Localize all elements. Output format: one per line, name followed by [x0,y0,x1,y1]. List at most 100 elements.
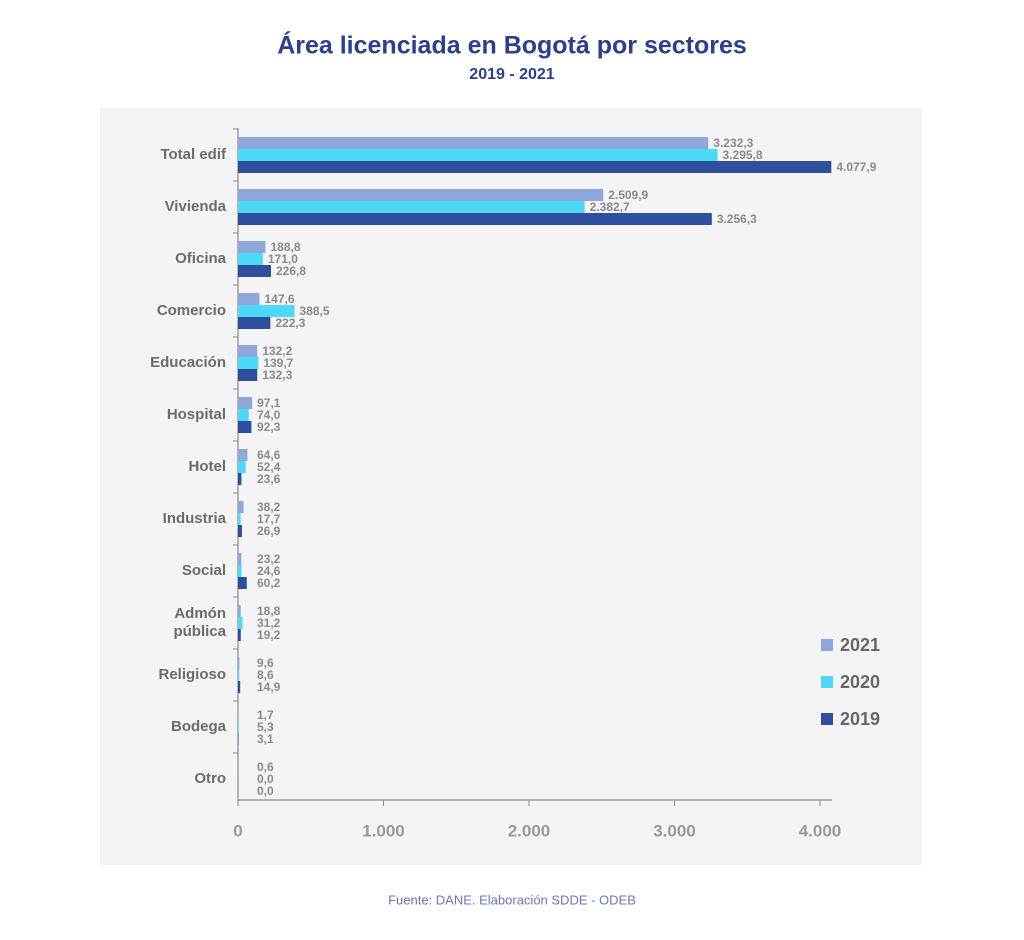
bar [238,473,242,485]
bar [238,253,263,265]
legend-swatch [821,676,833,688]
y-tick-label: Oficina [175,250,226,267]
x-tick-label: 3.000 [653,821,696,840]
data-label: 2.509,9 [608,188,648,202]
bar [238,681,241,693]
x-tick-label: 2.000 [508,821,551,840]
bar [238,421,252,433]
bar [238,369,258,381]
bar [238,501,244,513]
y-tick-label: Hotel [188,458,227,475]
bar [238,317,271,329]
bar [238,669,240,681]
data-label: 4.077,9 [836,160,876,174]
x-tick-label: 4.000 [799,821,842,840]
data-label: 1,7 [257,708,274,722]
bar [238,657,240,669]
bar [238,137,709,149]
y-tick-label: Vivienda [164,198,226,215]
bar [238,525,242,537]
data-label: 8,6 [257,668,274,682]
bar [238,617,243,629]
bar [238,397,253,409]
plot-background [100,108,922,865]
data-label: 60,2 [257,576,281,590]
bar [238,605,241,617]
bar [238,629,241,641]
bar [238,149,718,161]
chart-subtitle: 2019 - 2021 [469,66,555,83]
data-label: 3.232,3 [713,136,753,150]
y-tick-label: Religioso [158,666,226,683]
data-label: 2.382,7 [590,200,630,214]
y-tick-label: Social [181,562,226,579]
bar [238,577,247,589]
data-label: 74,0 [257,408,281,422]
data-label: 3,1 [257,732,274,746]
bar [238,265,271,277]
bar [238,241,266,253]
y-tick-label: Industria [162,510,226,527]
y-tick-label: Admón pública [173,605,226,640]
x-tick-label: 0 [233,821,242,840]
data-label: 14,9 [257,680,281,694]
data-label: 222,3 [275,316,305,330]
bar [238,553,242,565]
data-label: 139,7 [263,356,293,370]
data-label: 3.295,8 [723,148,763,162]
bar [238,213,712,225]
data-label: 92,3 [257,420,281,434]
data-label: 226,8 [276,264,306,278]
data-label: 0,0 [257,772,274,786]
x-tick-label: 1.000 [362,821,405,840]
data-label: 23,6 [257,472,281,486]
data-label: 171,0 [268,252,298,266]
legend-label: 2020 [840,672,880,692]
bar [238,721,239,733]
data-label: 9,6 [257,656,274,670]
data-label: 52,4 [257,460,281,474]
data-label: 19,2 [257,628,281,642]
y-tick-label: Bodega [170,718,226,735]
legend-swatch [821,713,833,725]
data-label: 26,9 [257,524,281,538]
data-label: 23,2 [257,552,281,566]
data-label: 24,6 [257,564,281,578]
data-label: 5,3 [257,720,274,734]
data-label: 64,6 [257,448,281,462]
data-label: 18,8 [257,604,281,618]
bar [238,189,604,201]
bar [238,409,249,421]
data-label: 31,2 [257,616,281,630]
y-tick-label: Total edif [160,146,226,163]
data-label: 388,5 [300,304,330,318]
data-label: 132,2 [262,344,292,358]
y-tick-label: Otro [194,770,226,787]
data-label: 38,2 [257,500,281,514]
data-label: 0,6 [257,760,274,774]
bar [238,461,246,473]
data-label: 132,3 [262,368,292,382]
data-label: 3.256,3 [717,212,757,226]
legend-swatch [821,639,833,651]
bar [238,449,248,461]
data-label: 97,1 [257,396,281,410]
bar [238,565,242,577]
bar [238,161,832,173]
bar [238,305,295,317]
y-tick-label: Comercio [156,302,226,319]
y-tick-label: Educación [150,354,226,371]
bar [238,293,260,305]
data-label: 0,0 [257,784,274,798]
bar [238,357,259,369]
legend-label: 2019 [840,709,880,729]
bar [238,201,585,213]
chart-title: Área licenciada en Bogotá por sectores [277,31,747,60]
legend-label: 2021 [840,635,880,655]
data-label: 188,8 [270,240,300,254]
bar [238,513,241,525]
data-label: 147,6 [264,292,294,306]
y-tick-label: Hospital [166,406,226,423]
